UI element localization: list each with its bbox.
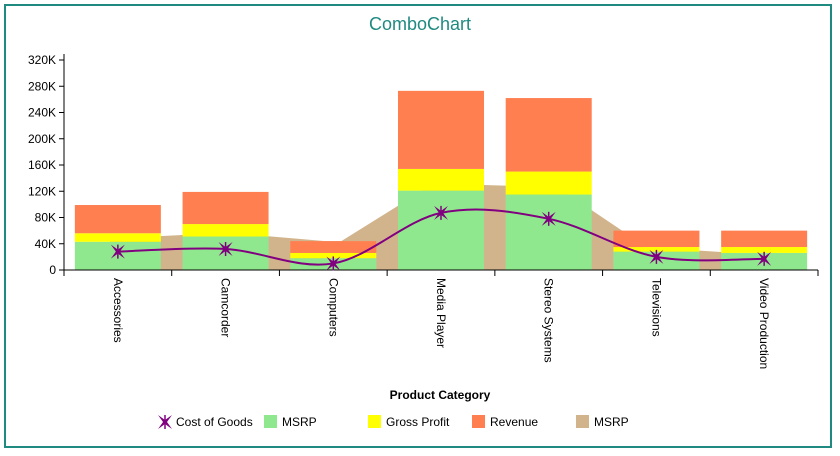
bar-gross-profit-1 <box>182 224 269 237</box>
legend-label: Revenue <box>490 415 538 429</box>
point-cost-of-goods-2 <box>326 256 341 271</box>
x-tick-label: Media Player <box>434 278 448 348</box>
legend-swatch-4 <box>576 415 589 428</box>
point-cost-of-goods-5 <box>649 249 664 264</box>
legend-label: Gross Profit <box>386 415 450 429</box>
y-tick-label: 200K <box>28 132 56 146</box>
bar-gross-profit-3 <box>398 168 484 191</box>
legend-label: Cost of Goods <box>176 415 253 429</box>
x-tick-label: Camcorder <box>219 278 233 337</box>
x-tick-label: Computers <box>326 278 340 337</box>
y-tick-label: 120K <box>28 184 56 198</box>
bar-gross-profit-6 <box>721 247 808 253</box>
bar-revenue-1 <box>182 191 269 225</box>
bar-revenue-4 <box>505 98 592 172</box>
bar-revenue-0 <box>74 205 161 234</box>
x-tick-label: Televisions <box>649 278 663 337</box>
y-tick-label: 320K <box>28 53 56 67</box>
bar-revenue-6 <box>721 230 808 248</box>
bar-gross-profit-5 <box>613 247 700 252</box>
legend-marker-cost-of-goods <box>158 415 172 429</box>
legend-swatch-3 <box>472 415 485 428</box>
bar-revenue-3 <box>398 90 484 169</box>
y-tick-label: 280K <box>28 79 56 93</box>
x-tick-label: Stereo Systems <box>542 278 556 363</box>
x-axis-label: Product Category <box>390 388 491 402</box>
y-tick-label: 40K <box>35 237 56 251</box>
axis-layer: 0 40K 80K 120K 160K 200K 240K 280K 320K Accessori… <box>28 53 819 369</box>
x-tick-label: Video Production <box>757 278 771 369</box>
legend-label: MSRP <box>594 415 629 429</box>
bar-gross-profit-4 <box>505 171 592 195</box>
point-cost-of-goods-0 <box>110 244 125 259</box>
point-cost-of-goods-1 <box>218 242 233 256</box>
marker-layer <box>110 205 772 271</box>
y-tick-label: 80K <box>35 211 56 225</box>
point-cost-of-goods-6 <box>757 251 772 266</box>
point-cost-of-goods-4 <box>541 211 556 226</box>
bar-gross-profit-2 <box>290 252 377 259</box>
legend-label: MSRP <box>282 415 317 429</box>
legend-swatch-2 <box>368 415 381 428</box>
bar-gross-profit-0 <box>74 233 161 242</box>
y-tick-label: 240K <box>28 106 56 120</box>
x-tick-label: Accessories <box>111 278 125 343</box>
bar-msrp-4 <box>505 194 592 270</box>
bar-revenue-2 <box>290 241 377 253</box>
legend-swatch-1 <box>264 415 277 428</box>
chart-title: ComboChart <box>368 14 472 34</box>
point-cost-of-goods-3 <box>434 205 448 220</box>
bar-layer <box>74 90 808 270</box>
bar-msrp-3 <box>398 190 484 270</box>
legend: Cost of Goods MSRP Gross Profit Revenue MSRP <box>158 415 629 429</box>
bar-revenue-5 <box>613 230 700 248</box>
y-tick-label: 0 <box>49 263 56 277</box>
y-tick-label: 160K <box>28 158 56 172</box>
